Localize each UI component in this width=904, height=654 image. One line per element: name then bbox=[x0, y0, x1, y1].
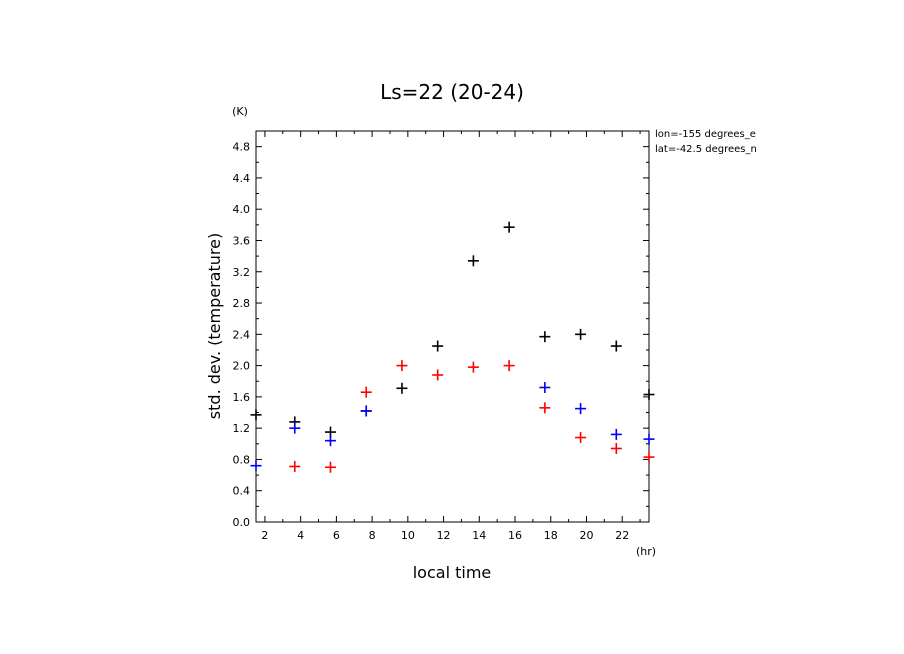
data-marks bbox=[250, 221, 655, 473]
y-tick-label: 1.2 bbox=[233, 422, 251, 435]
y-tick-label: 4.4 bbox=[233, 172, 251, 185]
data-point bbox=[467, 255, 479, 267]
data-point bbox=[643, 389, 655, 401]
data-point bbox=[610, 442, 622, 454]
y-tick-label: 0.8 bbox=[233, 453, 251, 466]
y-tick-label: 0.4 bbox=[233, 485, 251, 498]
x-tick-label: 10 bbox=[401, 529, 415, 542]
data-point bbox=[396, 360, 408, 372]
y-tick-label: 1.6 bbox=[233, 391, 251, 404]
annotation-lat: lat=-42.5 degrees_n bbox=[655, 144, 757, 155]
data-point bbox=[467, 361, 479, 373]
data-point bbox=[503, 360, 515, 372]
y-tick-label: 3.6 bbox=[233, 234, 251, 247]
data-point bbox=[610, 428, 622, 440]
data-point bbox=[539, 331, 551, 343]
data-point bbox=[324, 435, 336, 447]
data-point bbox=[643, 433, 655, 445]
data-point bbox=[432, 340, 444, 352]
x-tick-label: 14 bbox=[472, 529, 486, 542]
x-tick-label: 16 bbox=[508, 529, 522, 542]
x-tick-label: 20 bbox=[579, 529, 593, 542]
x-unit-label: (hr) bbox=[636, 545, 656, 558]
x-tick-label: 2 bbox=[261, 529, 268, 542]
data-point bbox=[575, 328, 587, 340]
y-axis-label: std. dev. (temperature) bbox=[205, 233, 224, 419]
axis-ticks bbox=[256, 131, 649, 523]
x-tick-label: 8 bbox=[369, 529, 376, 542]
x-tick-label: 22 bbox=[615, 529, 629, 542]
data-point bbox=[503, 221, 515, 233]
data-point bbox=[610, 340, 622, 352]
y-unit-label: (K) bbox=[232, 105, 248, 118]
x-tick-label: 6 bbox=[333, 529, 340, 542]
data-point bbox=[289, 460, 301, 472]
x-axis-label: local time bbox=[413, 563, 492, 582]
x-tick-label: 4 bbox=[297, 529, 304, 542]
data-point bbox=[539, 402, 551, 414]
data-point bbox=[396, 382, 408, 394]
annotation-lon: lon=-155 degrees_e bbox=[655, 129, 756, 140]
data-point bbox=[575, 432, 587, 444]
x-tick-label: 12 bbox=[437, 529, 451, 542]
axis-tick-labels: 0.0 0.4 0.8 1.2 1.6 2.0 2.4 2.8 3.2 3.6 4.0 4.4 4.8 2… bbox=[233, 141, 630, 542]
data-point bbox=[539, 381, 551, 393]
y-tick-label: 4.8 bbox=[233, 141, 251, 154]
y-tick-label: 4.0 bbox=[233, 203, 251, 216]
data-point bbox=[575, 403, 587, 415]
y-tick-label: 0.0 bbox=[233, 516, 251, 529]
y-tick-label: 2.4 bbox=[233, 328, 251, 341]
y-tick-label: 3.2 bbox=[233, 266, 251, 279]
data-point bbox=[643, 451, 655, 463]
data-point bbox=[360, 386, 372, 398]
plot-frame bbox=[255, 130, 650, 523]
x-tick-label: 18 bbox=[544, 529, 558, 542]
data-point bbox=[432, 369, 444, 381]
data-point bbox=[250, 460, 262, 472]
y-tick-label: 2.8 bbox=[233, 297, 251, 310]
data-point bbox=[250, 409, 262, 421]
chart-title: Ls=22 (20-24) bbox=[380, 80, 524, 104]
data-point bbox=[289, 422, 301, 434]
data-point bbox=[324, 461, 336, 473]
data-point bbox=[360, 405, 372, 417]
y-tick-label: 2.0 bbox=[233, 360, 251, 373]
